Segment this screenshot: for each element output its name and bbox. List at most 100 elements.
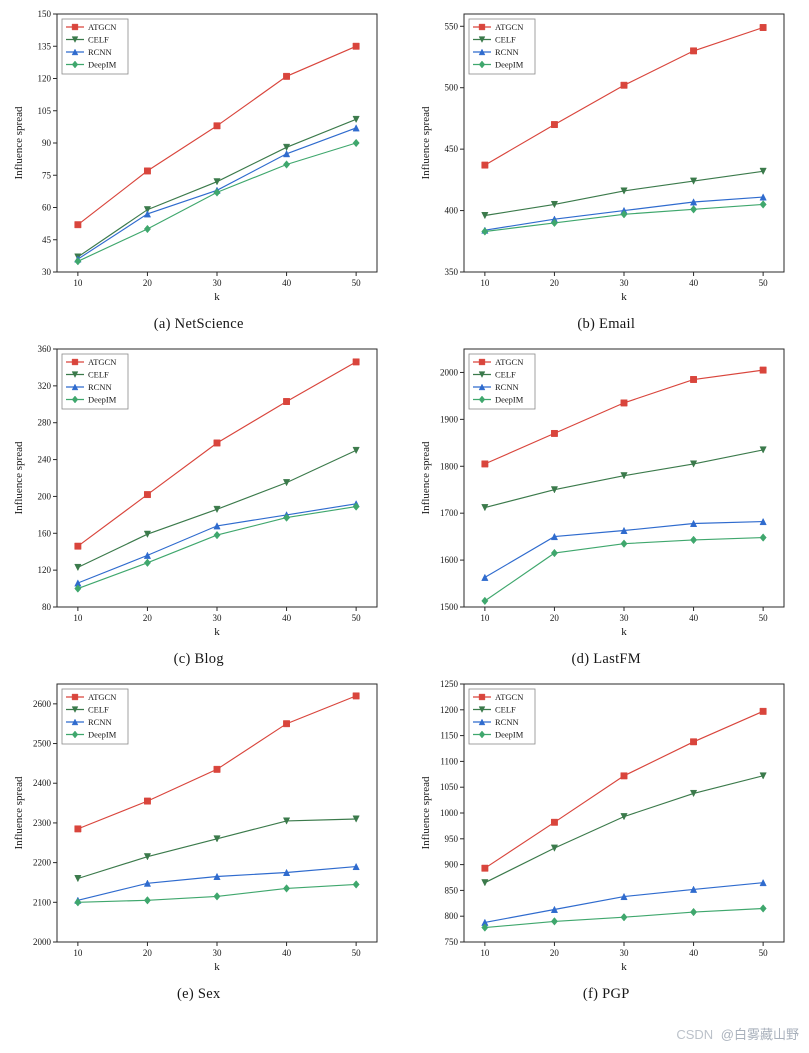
data-point-marker-rcnn [143,879,151,887]
data-point-marker-deepim [690,907,698,917]
x-tick-label: 30 [212,278,222,288]
figure-blog: 10 20 30 40 50 80 120 160 200 240 280 320 360 k Influe… [10,341,388,668]
legend-label-atgcn: ATGCN [88,692,116,702]
data-point-marker-atgcn [690,376,698,383]
legend-label-rcnn: RCNN [495,382,519,392]
data-point-marker-atgcn [690,47,698,55]
data-point-marker-deepim [690,535,698,545]
chart-netscience-plot: 10 20 30 40 50 30 45 60 75 90 105 120 135 150 k Influen… [13,9,378,303]
legend-marker-deepim [479,730,486,739]
data-point-marker-atgcn [143,167,151,175]
data-point-marker-deepim [551,218,559,228]
data-point-marker-rcnn [143,210,151,218]
x-tick-label: 30 [212,613,222,623]
legend-marker-rcnn [71,48,79,56]
y-tick-label: 2400 [33,778,52,788]
caption-lastfm: (d) LastFM [571,651,641,667]
data-point-marker-deepim [690,205,698,214]
data-point-marker-atgcn [481,161,489,169]
data-point-marker-rcnn [352,124,360,132]
x-tick-label: 30 [620,278,630,288]
data-point-marker-rcnn [690,519,698,527]
x-tick-label: 50 [759,278,769,288]
legend-marker-deepim [71,395,78,404]
data-point-marker-deepim [759,200,767,209]
legend-label-celf: CELF [88,35,109,45]
x-tick-label: 20 [143,948,153,958]
y-axis-label: Influence spread [13,776,25,849]
x-tick-label: 20 [143,278,153,288]
data-point-marker-celf [143,853,151,861]
figure-sex: 10 20 30 40 50 2000 2100 2200 2300 2400 2500 2600 k I… [10,676,388,1003]
y-tick-label: 60 [42,203,52,213]
data-point-marker-atgcn [759,366,767,374]
x-tick-label: 50 [759,948,769,958]
x-tick-label: 30 [620,613,630,623]
data-point-marker-deepim [74,898,82,907]
data-point-marker-atgcn [143,797,151,805]
data-point-marker-deepim [143,896,151,905]
y-tick-label: 950 [445,834,459,844]
legend-label-celf: CELF [88,370,109,380]
data-point-marker-atgcn [282,72,290,80]
y-tick-label: 80 [42,602,52,612]
legend-label-atgcn: ATGCN [88,357,116,367]
data-point-marker-rcnn [481,573,489,581]
y-tick-label: 1900 [440,414,459,424]
data-point-marker-celf [74,563,82,572]
data-point-marker-celf [213,835,221,843]
caption-blog: (c) Blog [173,651,224,667]
y-tick-label: 75 [42,170,52,180]
data-point-marker-celf [551,844,559,852]
x-axis-label: k [622,961,628,973]
legend-marker-rcnn [71,718,79,726]
data-point-marker-celf [620,813,628,821]
y-tick-label: 240 [37,455,51,465]
caption-pgp: (f) PGP [582,986,630,1002]
chart-pgp-plot: 10 20 30 40 50 750 800 850 900 950 1000 1050 1100 115… [420,679,785,973]
y-tick-label: 1250 [440,679,459,689]
data-point-marker-rcnn [690,885,698,893]
data-point-marker-celf [213,178,221,186]
y-tick-label: 1800 [440,461,459,471]
data-point-marker-celf [690,177,698,185]
y-tick-label: 120 [37,74,51,84]
y-tick-label: 30 [42,267,52,277]
data-point-marker-atgcn [74,221,82,229]
data-point-marker-celf [282,479,290,487]
y-tick-label: 1150 [441,731,459,741]
data-point-marker-deepim [481,923,489,932]
data-point-marker-atgcn [282,398,290,405]
data-point-marker-celf [690,789,698,798]
legend-marker-atgcn [479,358,486,366]
x-axis-label: k [622,626,628,638]
y-tick-label: 90 [42,138,52,148]
data-point-marker-celf [282,817,290,825]
x-axis-label: k [214,626,220,638]
legend-marker-deepim [479,60,486,69]
data-point-marker-atgcn [759,24,767,31]
legend-label-celf: CELF [495,705,516,715]
data-point-marker-atgcn [352,692,360,700]
data-point-marker-celf [143,530,151,538]
data-point-marker-deepim [352,880,360,889]
data-point-marker-deepim [620,913,628,922]
y-tick-label: 2000 [33,937,52,947]
data-point-marker-atgcn [74,825,82,833]
data-point-marker-rcnn [213,872,221,880]
legend-marker-deepim [479,395,486,404]
legend-marker-rcnn [478,383,486,391]
data-point-marker-deepim [620,210,628,219]
data-point-marker-deepim [143,558,151,567]
chart-email-plot: 10 20 30 40 50 350 400 450 500 550 k Influence spre… [420,13,785,303]
x-tick-label: 40 [282,948,292,958]
x-tick-label: 40 [689,613,699,623]
data-point-marker-rcnn [759,878,767,887]
data-point-marker-deepim [481,227,489,236]
y-tick-label: 850 [445,885,459,895]
data-point-marker-rcnn [620,526,628,534]
y-tick-label: 2100 [33,897,52,907]
legend-marker-atgcn [71,693,78,701]
y-tick-label: 400 [445,206,459,216]
y-tick-label: 800 [445,911,459,921]
